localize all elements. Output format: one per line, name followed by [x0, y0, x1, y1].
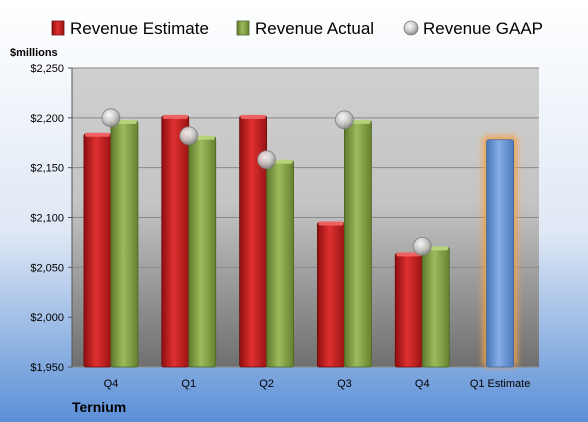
q1-estimate-bar — [486, 139, 514, 368]
x-tick-label: Q4 — [415, 378, 430, 390]
y-tick-label: $2,150 — [30, 163, 64, 175]
x-tick-label: Q3 — [337, 378, 352, 390]
bars — [83, 108, 518, 368]
estimate-bar — [83, 133, 112, 368]
actual-bar — [266, 160, 294, 368]
gaap-marker — [101, 108, 121, 128]
actual-bar — [110, 120, 139, 368]
gaap-marker — [412, 237, 432, 256]
legend-gaap-swatch — [403, 20, 419, 36]
legend-label: Revenue Estimate — [70, 19, 209, 38]
y-axis: $1,950 $2,000 $2,050 $2,100 $2,150 $2,200 $2,2… — [30, 63, 73, 374]
x-tick-label: Q1 Estimate — [470, 378, 531, 390]
legend: Revenue Estimate Revenue Actual Revenue GA… — [51, 19, 543, 38]
gaap-marker — [335, 110, 354, 130]
y-tick-label: $2,100 — [30, 213, 64, 225]
x-tick-label: Q4 — [104, 378, 119, 390]
gaap-marker — [257, 150, 276, 170]
gridlines — [72, 67, 539, 368]
x-axis: Q4 Q1 Q2 Q3 Q4 Q1 Estimate — [104, 378, 531, 390]
estimate-bar — [317, 222, 345, 368]
legend-actual-swatch — [236, 20, 250, 36]
actual-bar — [421, 246, 450, 368]
estimate-bar — [161, 115, 190, 368]
bar-cap — [318, 221, 344, 226]
actual-bar — [188, 136, 217, 368]
y-tick-label: $2,200 — [30, 113, 64, 125]
y-tick-label: $2,250 — [30, 63, 64, 75]
x-tick-label: Q2 — [259, 378, 274, 390]
bar-cap — [84, 132, 110, 137]
y-tick-label: $1,950 — [30, 362, 64, 374]
legend-label: Revenue Actual — [255, 19, 374, 38]
bar-cap — [240, 114, 266, 119]
company-label: Ternium — [72, 399, 126, 415]
gaap-marker — [179, 126, 199, 146]
bar-cap — [162, 114, 188, 119]
legend-label: Revenue GAAP — [423, 19, 543, 38]
legend-estimate-swatch — [51, 20, 65, 36]
y-tick-label: $2,000 — [30, 312, 64, 324]
y-tick-label: $2,050 — [30, 262, 64, 274]
bar-cap — [396, 252, 422, 257]
estimate-bar — [394, 252, 423, 368]
unit-label: $millions — [10, 47, 58, 59]
actual-bar — [344, 120, 372, 368]
x-tick-label: Q1 — [181, 378, 196, 390]
